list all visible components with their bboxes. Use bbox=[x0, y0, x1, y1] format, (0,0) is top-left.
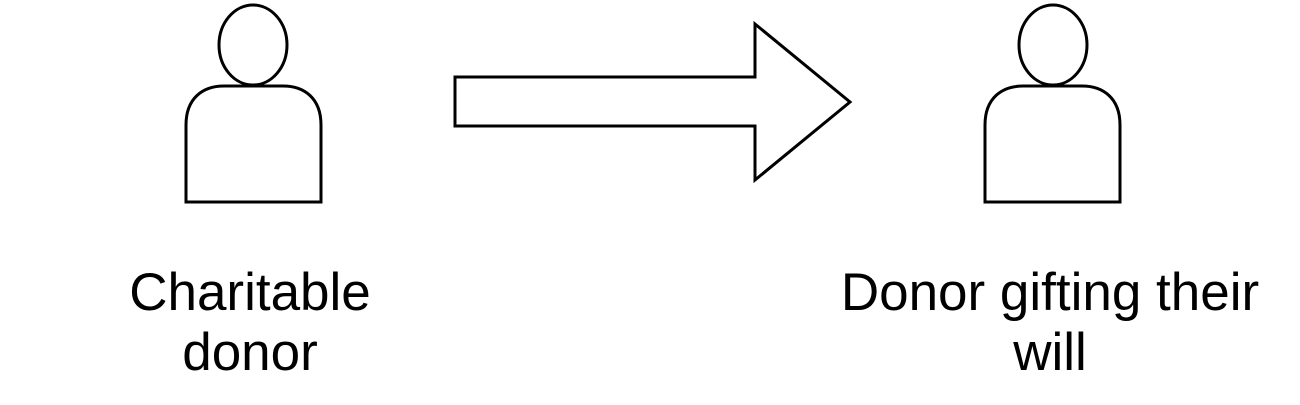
person-icon bbox=[184, 3, 323, 204]
person-body bbox=[983, 84, 1122, 204]
person-head bbox=[1017, 3, 1089, 87]
label-line: Charitable bbox=[129, 263, 371, 322]
person-icon bbox=[983, 3, 1122, 204]
label-line: will bbox=[1013, 323, 1087, 382]
person-head bbox=[217, 3, 289, 87]
label-line: Donor gifting their bbox=[840, 263, 1260, 322]
node-label-charitable-donor: Charitable donor bbox=[110, 263, 390, 383]
block-arrow bbox=[453, 20, 853, 184]
person-body bbox=[184, 84, 323, 204]
node-label-donor-gifting-will: Donor gifting their will bbox=[800, 263, 1300, 383]
label-line: donor bbox=[182, 323, 318, 382]
